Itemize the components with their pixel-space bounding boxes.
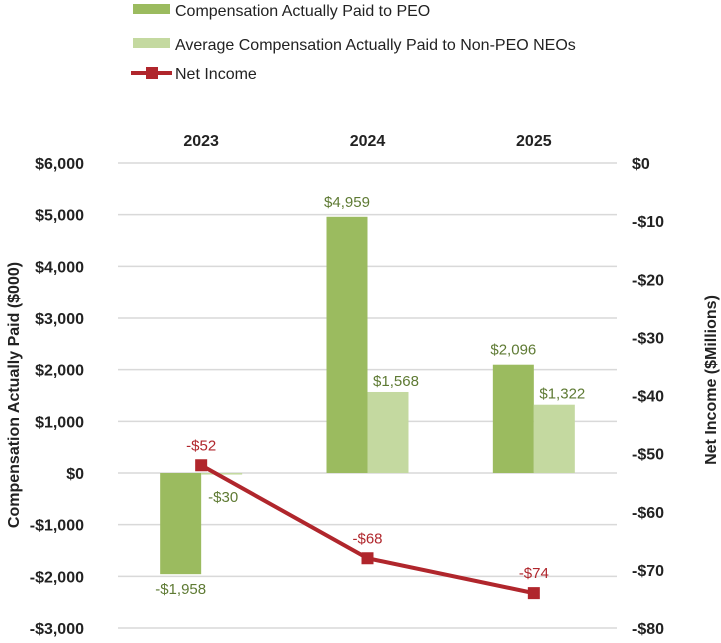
legend-label-net-income: Net Income <box>175 66 257 83</box>
right-tick-label: -$30 <box>632 330 664 347</box>
legend-marker-net-income <box>146 67 158 79</box>
net-income-line-path <box>200 463 535 596</box>
left-tick-label: -$3,000 <box>30 621 84 638</box>
data-label-non-peo: $1,568 <box>373 373 419 390</box>
data-label-peo: -$1,958 <box>155 581 206 598</box>
legend-label-peo: Compensation Actually Paid to PEO <box>175 3 430 20</box>
right-axis-ticks: $0 -$10 -$20 -$30 -$40 -$50 -$60 -$70 -$80 <box>632 156 664 638</box>
left-axis-ticks: $6,000 $5,000 $4,000 $3,000 $2,000 $1,000 $0 -$… <box>30 156 84 638</box>
data-label-non-peo: $1,322 <box>539 386 585 403</box>
left-axis-title: Compensation Actually Paid ($000) <box>6 262 23 528</box>
right-axis-title: Net Income ($Millions) <box>703 295 720 465</box>
left-tick-label: -$1,000 <box>30 518 84 535</box>
bar-non-peo <box>201 473 243 475</box>
bar-peo <box>326 216 368 473</box>
net-income-marker <box>195 459 208 472</box>
right-tick-label: -$10 <box>632 214 664 231</box>
category-label: 2023 <box>183 133 219 150</box>
bar-non-peo <box>367 391 409 473</box>
data-label-peo: $4,959 <box>324 194 370 211</box>
left-tick-label: $5,000 <box>35 208 84 225</box>
bars <box>160 216 575 575</box>
legend-swatch-non-peo <box>133 38 170 48</box>
data-label-net-income: -$52 <box>186 437 216 454</box>
category-labels: 2023 2024 2025 <box>183 133 551 150</box>
net-income-line <box>195 459 540 600</box>
bar-non-peo <box>533 404 575 473</box>
data-label-non-peo: -$30 <box>208 489 238 506</box>
data-label-net-income: -$74 <box>519 565 549 582</box>
category-label: 2024 <box>350 133 386 150</box>
net-income-marker <box>527 587 540 600</box>
left-tick-label: $0 <box>66 466 84 483</box>
left-tick-label: $6,000 <box>35 156 84 173</box>
right-tick-label: -$60 <box>632 505 664 522</box>
bar-peo <box>492 364 534 473</box>
data-label-net-income: -$68 <box>352 530 382 547</box>
category-label: 2025 <box>516 133 552 150</box>
right-tick-label: -$70 <box>632 563 664 580</box>
left-tick-label: $4,000 <box>35 259 84 276</box>
bar-peo <box>160 473 202 575</box>
legend: Compensation Actually Paid to PEO Averag… <box>131 3 576 83</box>
left-tick-label: -$2,000 <box>30 569 84 586</box>
right-tick-label: -$80 <box>632 621 664 638</box>
legend-swatch-peo <box>133 4 170 14</box>
right-tick-label: -$40 <box>632 389 664 406</box>
left-tick-label: $3,000 <box>35 311 84 328</box>
right-tick-label: -$50 <box>632 447 664 464</box>
right-tick-label: -$20 <box>632 272 664 289</box>
left-tick-label: $1,000 <box>35 414 84 431</box>
left-tick-label: $2,000 <box>35 363 84 380</box>
data-labels: -$1,958 $4,959 $2,096 -$30 $1,568 $1,322 -$52 -… <box>155 194 585 598</box>
legend-label-non-peo: Average Compensation Actually Paid to No… <box>175 37 576 54</box>
right-tick-label: $0 <box>632 156 650 173</box>
net-income-marker <box>361 552 374 565</box>
data-label-peo: $2,096 <box>490 342 536 359</box>
